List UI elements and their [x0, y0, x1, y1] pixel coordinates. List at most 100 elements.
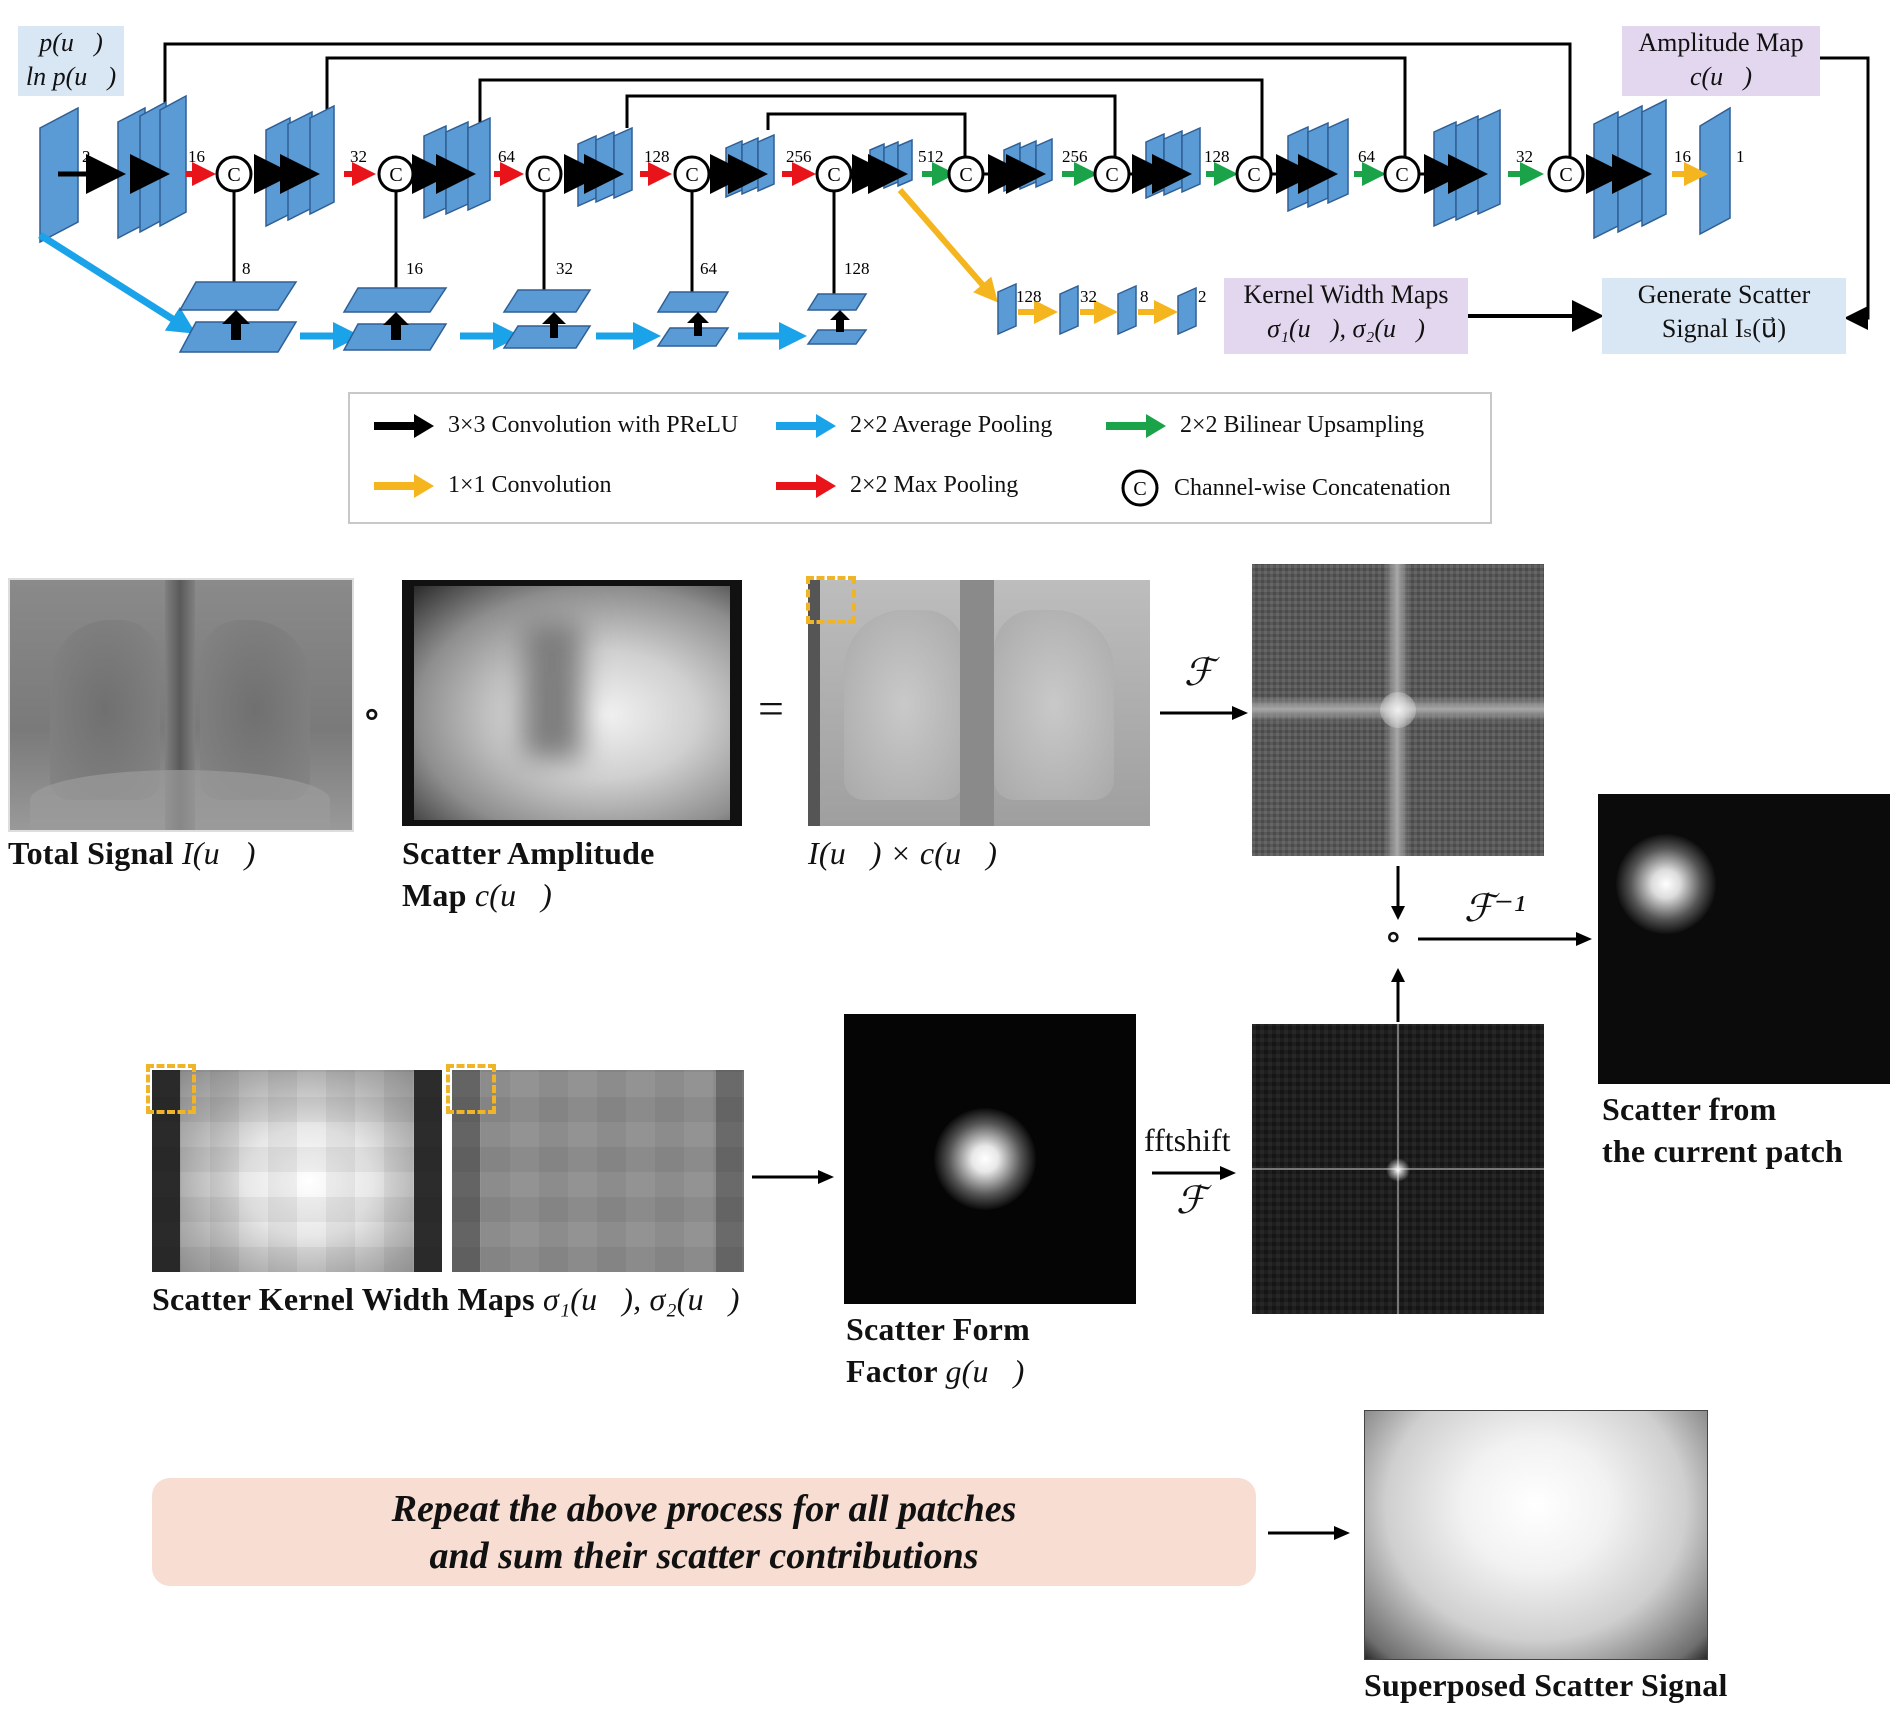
svg-text:C: C: [227, 164, 240, 186]
patch-caption-line1: Scatter from: [1602, 1091, 1777, 1127]
ch-enc-2: 64: [498, 147, 516, 166]
ch-kernel-3: 2: [1198, 287, 1207, 306]
fourier-arrow: [1160, 706, 1248, 720]
legend-label: 2×2 Average Pooling: [850, 412, 1053, 438]
form-factor-math: g(u⃗): [945, 1353, 1025, 1389]
legend-item-concat: C Channel-wise Concatenation: [1120, 468, 1451, 508]
ch-enc-3: 128: [644, 147, 670, 166]
patch-scatter-image: [1598, 794, 1890, 1084]
ch-pool-2: 32: [556, 259, 573, 278]
svg-text:C: C: [1395, 164, 1408, 186]
ch-enc-4: 256: [786, 147, 812, 166]
svg-text:C: C: [959, 164, 972, 186]
ch-kernel-2: 8: [1140, 287, 1149, 306]
patch-marker-product: [806, 576, 856, 624]
superposed-scatter-image: [1364, 1410, 1708, 1660]
generate-line1: Generate Scatter: [1637, 280, 1811, 309]
amplitude-caption-math: c(u⃗): [474, 877, 553, 913]
total-signal-bold: Total Signal: [8, 835, 182, 871]
fourier-symbol-bottom: ℱ: [1176, 1180, 1206, 1222]
legend-item-upsample: 2×2 Bilinear Upsampling: [1106, 412, 1424, 439]
legend-label: 3×3 Convolution with PReLU: [448, 412, 739, 438]
kernel-maps-caption: Scatter Kernel Width Maps σ₁(u⃗), σ₂(u⃗): [152, 1278, 740, 1320]
form-factor-line1: Scatter Form: [846, 1311, 1030, 1347]
red-arrow-icon: [776, 473, 836, 498]
svg-text:C: C: [1247, 164, 1260, 186]
input-label-line1: p(u⃗): [39, 28, 103, 57]
ch-kernel-1: 32: [1080, 287, 1097, 306]
superposed-label: Superposed Scatter Signal: [1364, 1667, 1728, 1703]
patch-marker-sigma2: [446, 1064, 496, 1114]
black-arrow-icon: [374, 413, 434, 438]
kernel-map-sigma2: [452, 1070, 744, 1272]
fourier-symbol-top: ℱ: [1184, 652, 1214, 694]
ch-pool-1: 16: [406, 259, 423, 278]
ch-dec-1: 128: [1204, 147, 1230, 166]
green-arrow-icon: [1106, 413, 1166, 438]
inverse-fourier-arrow: [1418, 932, 1592, 946]
svg-text:C: C: [1133, 478, 1146, 500]
legend-item-conv3x3: 3×3 Convolution with PReLU: [374, 412, 738, 439]
svg-text:C: C: [537, 164, 550, 186]
blue-arrow-icon: [776, 413, 836, 438]
generate-line2: Signal Iₛ(u⃗): [1661, 314, 1787, 343]
kernel-branch-blocks: [997, 282, 1197, 336]
inverse-fourier-symbol: ℱ⁻¹: [1464, 888, 1526, 930]
ch-pool-3: 64: [700, 259, 718, 278]
ch-dec-5: 1: [1736, 147, 1745, 166]
svg-text:C: C: [389, 164, 402, 186]
fftshift-label: fftshift: [1144, 1122, 1231, 1158]
form-factor-caption: Scatter Form Factor g(u⃗): [846, 1308, 1030, 1392]
repeat-line2: and sum their scatter contributions: [429, 1535, 979, 1577]
superposed-caption: Superposed Scatter Signal: [1364, 1664, 1728, 1706]
repeat-to-superposed-arrow: [1268, 1526, 1350, 1540]
branch-links: [232, 191, 836, 294]
input-label: p(u⃗) ln p(u⃗): [18, 26, 124, 96]
hadamard-operator-2: ∘: [1384, 916, 1403, 958]
avgpool-diagonal: [38, 232, 196, 334]
legend-item-conv1x1: 1×1 Convolution: [374, 472, 612, 499]
legend-item-maxpool: 2×2 Max Pooling: [776, 472, 1018, 499]
skip-connections: [163, 42, 1572, 160]
form-factor-line2: Factor: [846, 1353, 946, 1389]
kernel-maps-label: Kernel Width Maps σ₁(u⃗), σ₂(u⃗): [1224, 278, 1468, 354]
patch-scatter-caption: Scatter from the current patch: [1602, 1088, 1843, 1172]
amplitude-caption-line2: Map: [402, 877, 475, 913]
kernel-maps-line1: Kernel Width Maps: [1243, 280, 1449, 309]
yellow-arrow-icon: [374, 473, 434, 498]
input-label-line2: ln p(u⃗): [25, 62, 117, 91]
patch-caption-line2: the current patch: [1602, 1133, 1843, 1169]
svg-text:C: C: [685, 164, 698, 186]
ch-dec-4: 16: [1674, 147, 1691, 166]
legend: 3×3 Convolution with PReLU 2×2 Average P…: [348, 392, 1492, 524]
amplitude-map-caption: Scatter Amplitude Map c(u⃗): [402, 832, 655, 916]
repeat-instruction-box: Repeat the above process for all patches…: [152, 1478, 1256, 1586]
ch-enc-0: 16: [188, 147, 205, 166]
legend-label: 2×2 Bilinear Upsampling: [1180, 412, 1425, 438]
fftshift-arrow: [1152, 1166, 1236, 1180]
ch-enc-1: 32: [350, 147, 367, 166]
channel-numbers: 2 16 32 64 128 256 512 256 128 64 32 16 …: [82, 147, 1745, 306]
pool-branch-blocks: [178, 281, 868, 353]
kernel-caption-math: σ₁(u⃗), σ₂(u⃗): [542, 1281, 740, 1317]
kernel-branch-diagonal: [897, 188, 998, 303]
legend-label: Channel-wise Concatenation: [1174, 474, 1451, 501]
total-signal-image: [8, 578, 354, 832]
down-arrow-to-product: [1391, 866, 1405, 920]
total-signal-math: I(u⃗): [181, 835, 256, 871]
generate-scatter-label: Generate Scatter Signal Iₛ(u⃗): [1602, 278, 1846, 354]
amplitude-caption-line1: Scatter Amplitude: [402, 835, 655, 871]
form-factor-image: [844, 1014, 1136, 1304]
ch-dec-3: 32: [1516, 147, 1533, 166]
kernel-map-sigma1: [152, 1070, 442, 1272]
amplitude-map-image: [402, 580, 742, 826]
svg-text:C: C: [827, 164, 840, 186]
ch-pool-4: 128: [844, 259, 870, 278]
svg-text:C: C: [1559, 164, 1572, 186]
repeat-line1: Repeat the above process for all patches: [391, 1488, 1017, 1530]
total-signal-caption: Total Signal I(u⃗): [8, 832, 256, 874]
hadamard-operator-1: ∘: [362, 691, 382, 736]
amplitude-map-line1: Amplitude Map: [1638, 28, 1804, 57]
